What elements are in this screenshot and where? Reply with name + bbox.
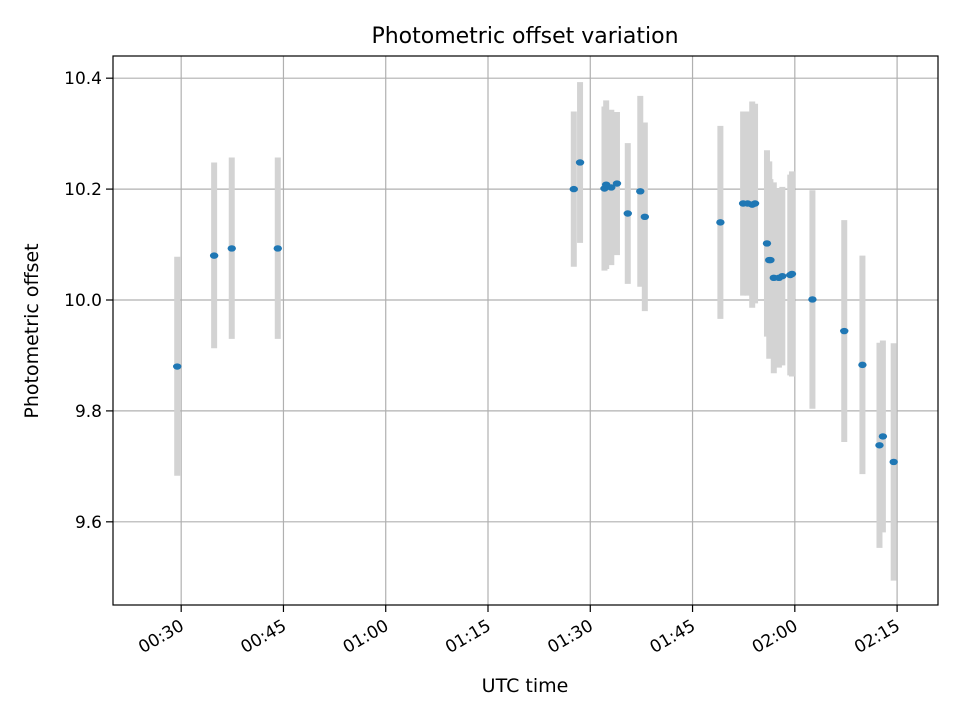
y-tick-label: 10.2	[64, 180, 102, 200]
data-point	[173, 363, 182, 370]
data-point	[762, 240, 772, 247]
x-axis-label: UTC time	[482, 675, 569, 697]
data-point	[808, 296, 817, 303]
data-point	[840, 327, 849, 335]
data-point	[273, 245, 282, 252]
data-point	[569, 185, 578, 193]
grid	[113, 56, 938, 605]
y-tick-label: 10.0	[64, 291, 102, 311]
data-point	[889, 458, 898, 466]
data-point	[787, 270, 797, 278]
data-point	[612, 180, 622, 187]
data-point	[575, 159, 585, 166]
chart-title: Photometric offset variation	[371, 24, 678, 49]
y-axis-label: Photometric offset	[21, 243, 43, 418]
data-point	[623, 210, 632, 217]
y-tick-label: 9.6	[75, 513, 102, 533]
data-point	[209, 252, 219, 259]
plot-frame	[112, 55, 939, 606]
data-point	[750, 200, 760, 207]
data-points	[173, 159, 898, 466]
data-point	[858, 361, 867, 369]
data-point	[640, 213, 650, 221]
y-tick-label: 9.8	[75, 402, 102, 422]
y-tick-label: 10.4	[64, 69, 102, 89]
data-point	[636, 188, 645, 195]
data-point	[716, 219, 725, 226]
data-point	[227, 245, 236, 252]
data-point	[766, 256, 775, 264]
data-point	[878, 433, 888, 440]
data-point	[607, 184, 616, 191]
data-point	[875, 442, 884, 449]
data-point	[778, 272, 787, 280]
